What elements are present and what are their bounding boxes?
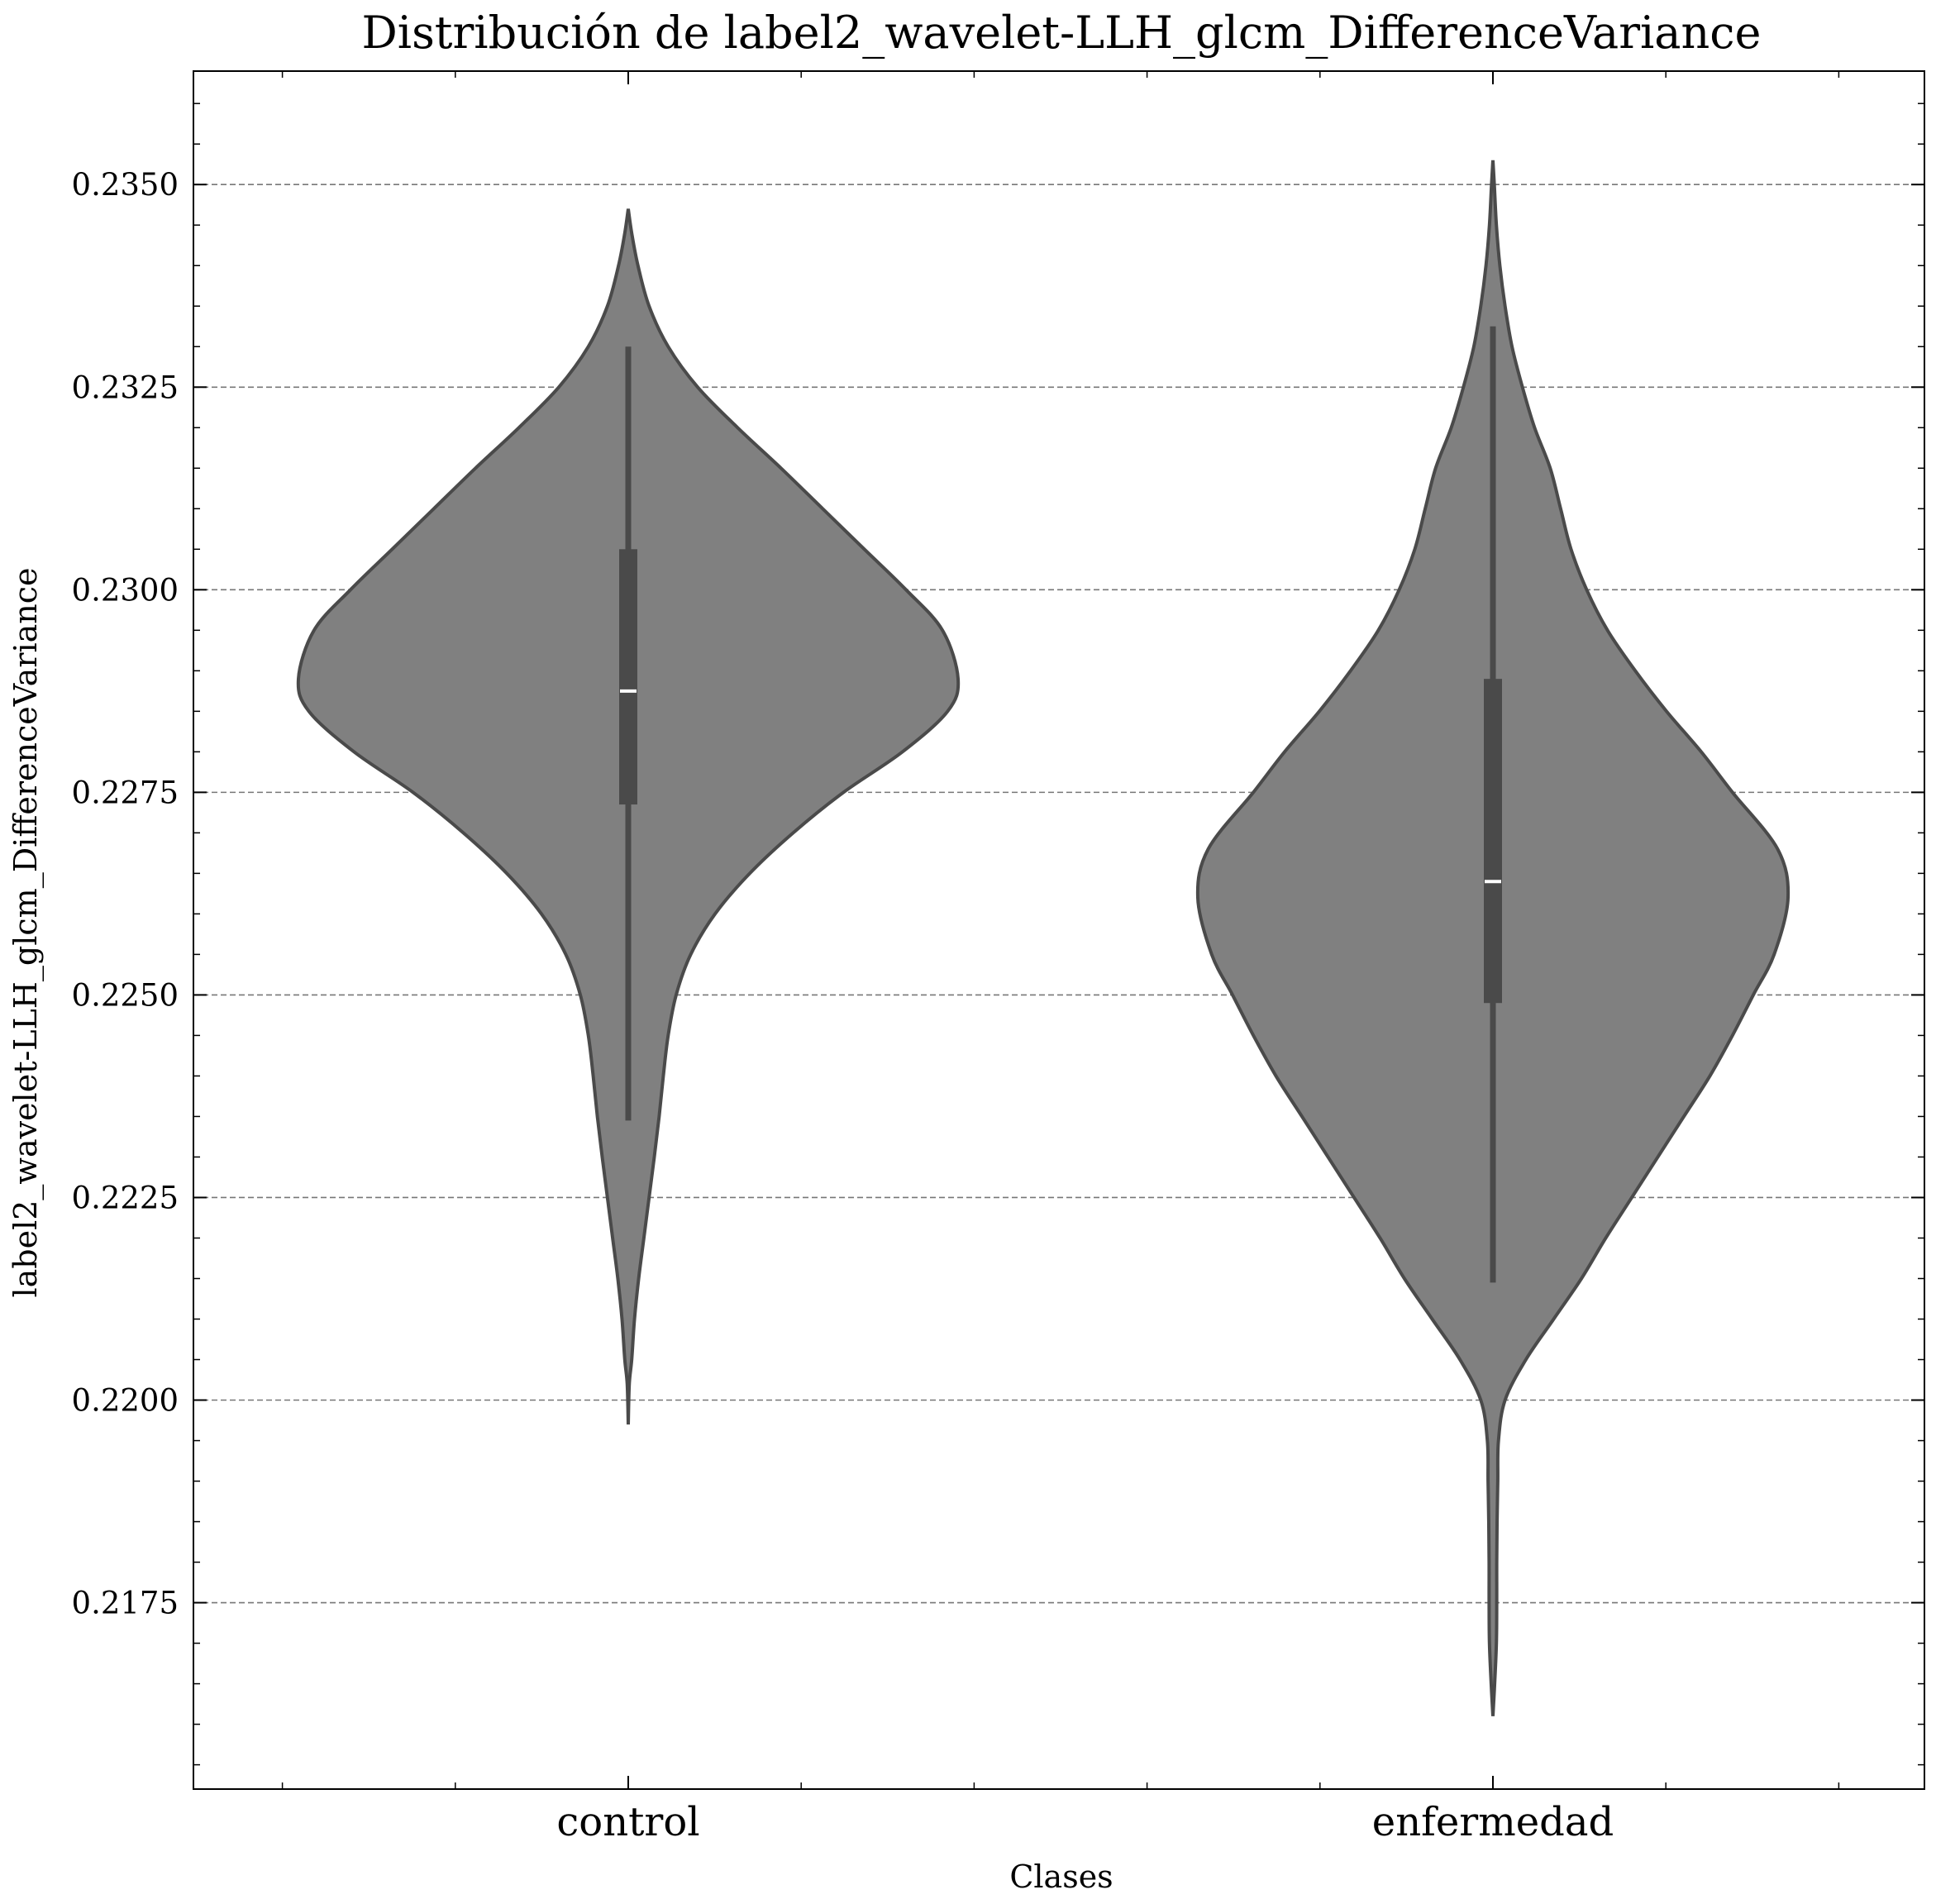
y-tick-label: 0.2325 (72, 370, 179, 405)
x-tick-label-enfermedad: enfermedad (1372, 1799, 1614, 1845)
chart-title: Distribución de label2_wavelet-LLH_glcm_… (362, 7, 1762, 59)
x-axis-label: Clases (1009, 1859, 1113, 1895)
violins (296, 160, 1791, 1716)
x-tick-label-control: control (556, 1799, 699, 1845)
y-tick-label: 0.2250 (72, 977, 179, 1013)
iqr-box-control (619, 549, 637, 805)
y-tick-label: 0.2300 (72, 572, 179, 608)
axes: 0.2175 0.2200 0.2225 0.2250 0.2275 0.2300 0.23… (72, 70, 1925, 1845)
y-tick-label: 0.2200 (72, 1383, 179, 1419)
plot-frame (193, 70, 1925, 1790)
y-tick-label: 0.2350 (72, 167, 179, 203)
y-tick-label: 0.2225 (72, 1180, 179, 1215)
y-tick-label: 0.2275 (72, 775, 179, 810)
y-axis-label: label2_wavelet-LLH_glcm_DifferenceVarian… (7, 567, 45, 1297)
y-tick-label: 0.2175 (72, 1586, 179, 1621)
iqr-box-enfermedad (1484, 679, 1502, 1004)
